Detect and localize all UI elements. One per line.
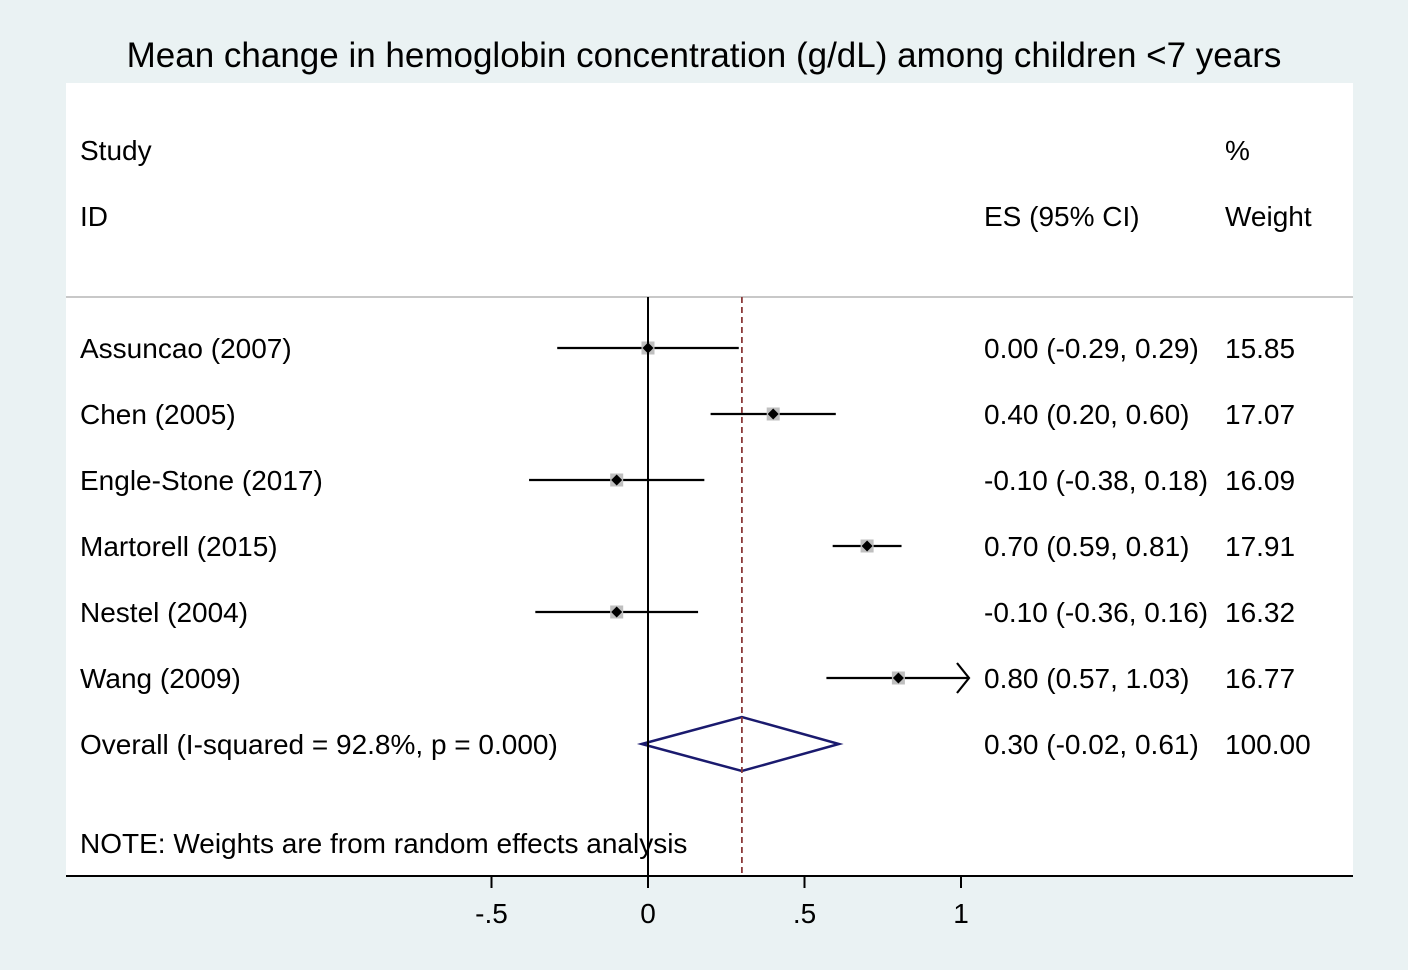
point-estimate-marker [767, 408, 779, 420]
x-tick-label: 0 [640, 898, 656, 929]
study-rows: Assuncao (2007) 0.00 (-0.29, 0.29) 15.85 Ch… [80, 333, 1295, 694]
study-weight: 16.09 [1225, 465, 1295, 496]
study-weight: 17.07 [1225, 399, 1295, 430]
study-row: Martorell (2015) 0.70 (0.59, 0.81) 17.91 [80, 531, 1295, 562]
study-row: Wang (2009) 0.80 (0.57, 1.03) 16.77 [80, 662, 1295, 694]
study-label: Engle-Stone (2017) [80, 465, 323, 496]
forest-plot: Study ID ES (95% CI) % Weight Assuncao (… [66, 135, 1353, 929]
header-weight: Weight [1225, 201, 1312, 232]
header-es: ES (95% CI) [984, 201, 1140, 232]
point-estimate-marker [611, 606, 623, 618]
study-row: Nestel (2004) -0.10 (-0.36, 0.16) 16.32 [80, 597, 1295, 628]
study-row: Chen (2005) 0.40 (0.20, 0.60) 17.07 [80, 399, 1295, 430]
study-label: Assuncao (2007) [80, 333, 292, 364]
chart-title: Mean change in hemoglobin concentration … [126, 36, 1282, 75]
overall-diamond [636, 715, 844, 773]
overall-weight: 100.00 [1225, 729, 1311, 760]
study-weight: 16.32 [1225, 597, 1295, 628]
overall-es-text: 0.30 (-0.02, 0.61) [984, 729, 1199, 760]
study-es-text: 0.40 (0.20, 0.60) [984, 399, 1189, 430]
overall-label: Overall (I-squared = 92.8%, p = 0.000) [80, 729, 558, 760]
x-axis-ticks: -.5 0 .5 1 [475, 876, 969, 929]
study-label: Chen (2005) [80, 399, 236, 430]
study-label: Martorell (2015) [80, 531, 278, 562]
x-tick-label: 1 [953, 898, 969, 929]
study-label: Wang (2009) [80, 663, 241, 694]
x-tick-label: .5 [793, 898, 816, 929]
study-row: Assuncao (2007) 0.00 (-0.29, 0.29) 15.85 [80, 333, 1295, 364]
study-es-text: 0.00 (-0.29, 0.29) [984, 333, 1199, 364]
point-estimate-marker [611, 474, 623, 486]
point-estimate-marker [861, 540, 873, 552]
point-estimate-marker [892, 672, 904, 684]
header-percent: % [1225, 135, 1250, 166]
header-id: ID [80, 201, 108, 232]
ci-arrow [956, 662, 971, 694]
x-tick-label: -.5 [475, 898, 508, 929]
study-weight: 16.77 [1225, 663, 1295, 694]
study-weight: 15.85 [1225, 333, 1295, 364]
study-es-text: 0.80 (0.57, 1.03) [984, 663, 1189, 694]
study-row: Engle-Stone (2017) -0.10 (-0.38, 0.18) 16.… [80, 465, 1295, 496]
weights-note: NOTE: Weights are from random effects an… [80, 828, 687, 859]
study-es-text: -0.10 (-0.38, 0.18) [984, 465, 1208, 496]
study-weight: 17.91 [1225, 531, 1295, 562]
header-study: Study [80, 135, 152, 166]
plot-area: Study ID ES (95% CI) % Weight Assuncao (… [66, 83, 1353, 929]
study-es-text: -0.10 (-0.36, 0.16) [984, 597, 1208, 628]
study-es-text: 0.70 (0.59, 0.81) [984, 531, 1189, 562]
study-label: Nestel (2004) [80, 597, 248, 628]
